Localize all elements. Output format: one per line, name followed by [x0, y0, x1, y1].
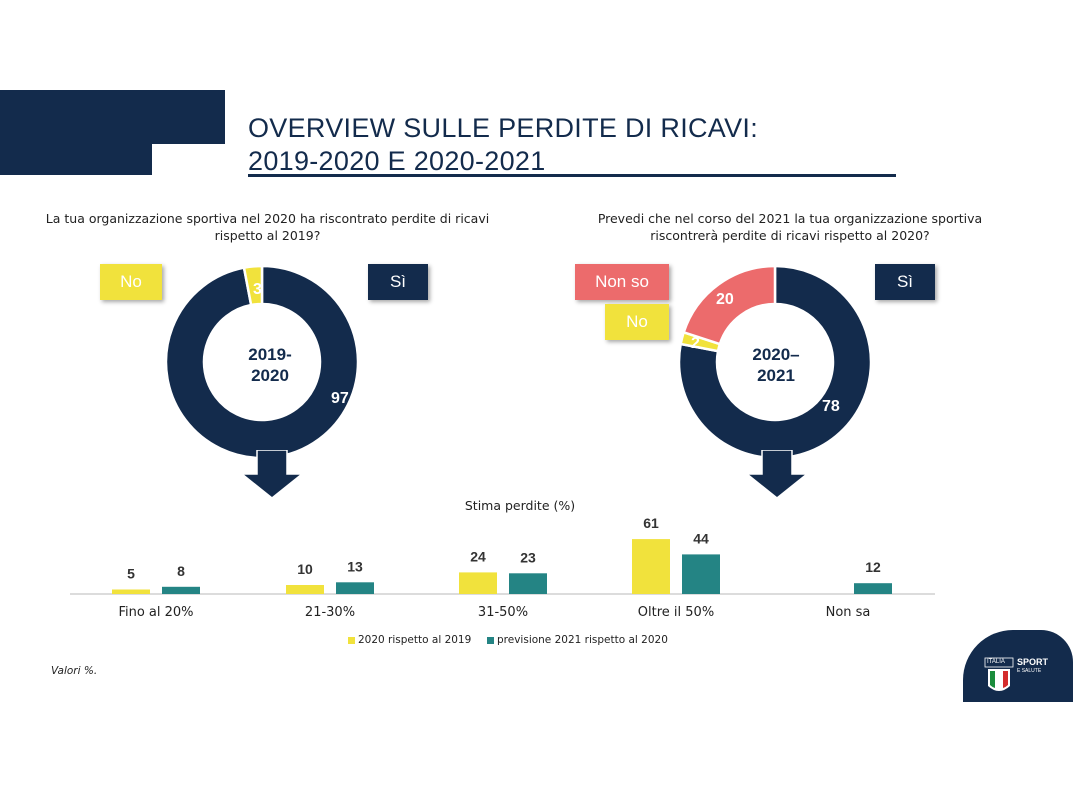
bar-value-label: 10 [297, 561, 313, 577]
donut-slice-no [242, 264, 264, 307]
title-underline [248, 174, 896, 177]
bar-2021-0 [162, 586, 200, 594]
bar-value-label: 5 [127, 566, 135, 582]
x-tick-label: Fino al 20% [118, 605, 193, 620]
header-decoration-block [0, 90, 225, 144]
legend-swatch-teal [487, 636, 494, 644]
donut1-tag-no: No [100, 264, 162, 300]
donut2-question: Prevedi che nel corso del 2021 la tua or… [597, 211, 983, 243]
down-arrow-icon [240, 450, 304, 499]
down-arrow-icon [745, 450, 809, 499]
donut1-question: La tua organizzazione sportiva nel 2020 … [45, 211, 490, 243]
donut2-tag-nonso: Non so [575, 264, 669, 300]
donut2-label-no: 2 [691, 335, 700, 352]
bar-value-label: 8 [177, 563, 185, 579]
bar-2020-2 [459, 572, 497, 594]
logo-italia: ITALIA [987, 659, 1005, 665]
sport-e-salute-logo: ITALIA SPORT E SALUTE [963, 630, 1073, 702]
logo-badge [963, 630, 1073, 702]
x-tick-label: Oltre il 50% [638, 605, 714, 620]
donut1-center-label: 2019- 2020 [230, 344, 310, 386]
bar-2021-3 [682, 554, 720, 594]
page-title: OVERVIEW SULLE PERDITE DI RICAVI: 2019-2… [248, 112, 758, 178]
bar-value-label: 13 [347, 558, 363, 574]
donut1-center-line2: 2020 [251, 366, 289, 385]
donut2-tag-no: No [605, 304, 669, 340]
logo-salute: E SALUTE [1017, 668, 1042, 674]
donut-chart-2020-2021 [677, 264, 873, 460]
donut2-center-line2: 2021 [757, 366, 795, 385]
bar-2020-0 [112, 589, 150, 594]
x-tick-label: 31-50% [478, 605, 528, 620]
donut2-center-line1: 2020– [752, 345, 800, 364]
legend-label: 2020 rispetto al 2019 [358, 634, 472, 646]
donut1-tag-si: Sì [368, 264, 428, 300]
x-tick-label: Non sa [826, 605, 871, 620]
donut2-label-nonso: 20 [716, 291, 734, 308]
donut2-label-si: 78 [822, 398, 840, 415]
bar-2020-3 [632, 539, 670, 594]
donut2-tag-si: Sì [875, 264, 935, 300]
bar-2021-2 [509, 573, 547, 594]
legend-item-2021: previsione 2021 rispetto al 2020 [487, 634, 668, 646]
bar-chart-title: Stima perdite (%) [464, 498, 576, 513]
donut-slice-non-so [682, 264, 777, 346]
donut-slice-si [677, 264, 873, 460]
donut1-center-line1: 2019- [248, 345, 292, 364]
footnote: Valori %. [51, 665, 98, 677]
donut-slice-si [164, 264, 360, 460]
bar-value-label: 44 [693, 530, 709, 546]
bar-value-label: 61 [643, 515, 659, 531]
bar-chart: 5 8 Fino al 20% 10 13 21-30% 24 23 31-50% 61 44 Olt… [70, 515, 935, 620]
bar-2021-1 [336, 582, 374, 594]
bar-2021-4 [854, 583, 892, 594]
bar-value-label: 23 [520, 549, 536, 565]
header-decoration-tab [0, 144, 152, 175]
legend-label: previsione 2021 rispetto al 2020 [497, 634, 668, 646]
donut2-center-label: 2020– 2021 [736, 344, 816, 386]
page-title-line1: OVERVIEW SULLE PERDITE DI RICAVI: [248, 113, 759, 143]
page-title-line2: 2019-2020 E 2020-2021 [248, 146, 546, 176]
legend-item-2020: 2020 rispetto al 2019 [348, 634, 471, 646]
bar-value-label: 24 [470, 548, 486, 564]
x-tick-label: 21-30% [305, 605, 355, 620]
bar-2020-1 [286, 585, 324, 594]
donut-chart-2019-2020 [164, 264, 360, 460]
donut1-label-no: 3 [253, 281, 262, 298]
legend-swatch-yellow [348, 636, 355, 644]
logo-sport: SPORT [1017, 657, 1049, 667]
bar-value-label: 12 [865, 559, 881, 575]
donut1-label-si: 97 [331, 390, 349, 407]
